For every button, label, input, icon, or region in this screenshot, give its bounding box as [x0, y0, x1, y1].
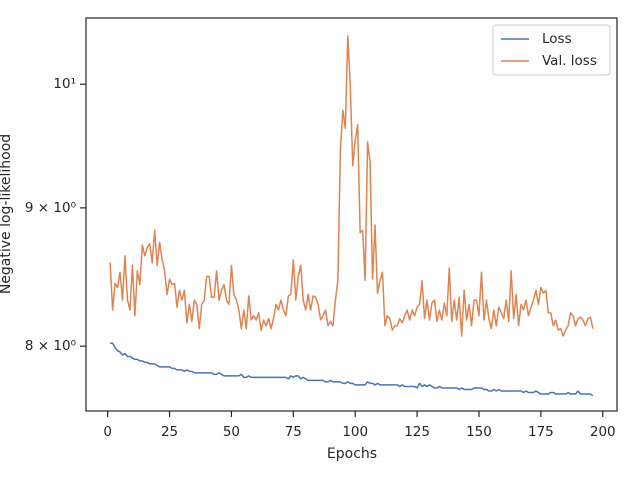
x-tick-label: 0: [103, 424, 112, 440]
x-axis-label: Epochs: [327, 446, 377, 462]
x-tick-label: 125: [404, 424, 430, 440]
series-line: [110, 342, 594, 397]
y-tick-label: 8 × 10⁰: [25, 338, 76, 354]
series-line: [109, 35, 594, 337]
x-tick-label: 25: [161, 424, 178, 440]
plot-frame: [85, 17, 618, 412]
x-tick-label: 200: [590, 424, 616, 440]
legend-box: [492, 24, 611, 76]
x-tick-label: 75: [285, 424, 302, 440]
legend-label: Loss: [542, 31, 572, 47]
x-tick-label: 175: [528, 424, 554, 440]
x-tick-label: 150: [466, 424, 492, 440]
x-tick-label: 50: [223, 424, 240, 440]
y-tick-label: 10¹: [53, 76, 76, 92]
y-axis-label: Negative log-likelihood: [0, 134, 14, 294]
x-tick-label: 100: [342, 424, 368, 440]
y-tick-label: 9 × 10⁰: [25, 200, 76, 216]
legend-label: Val. loss: [542, 53, 597, 69]
